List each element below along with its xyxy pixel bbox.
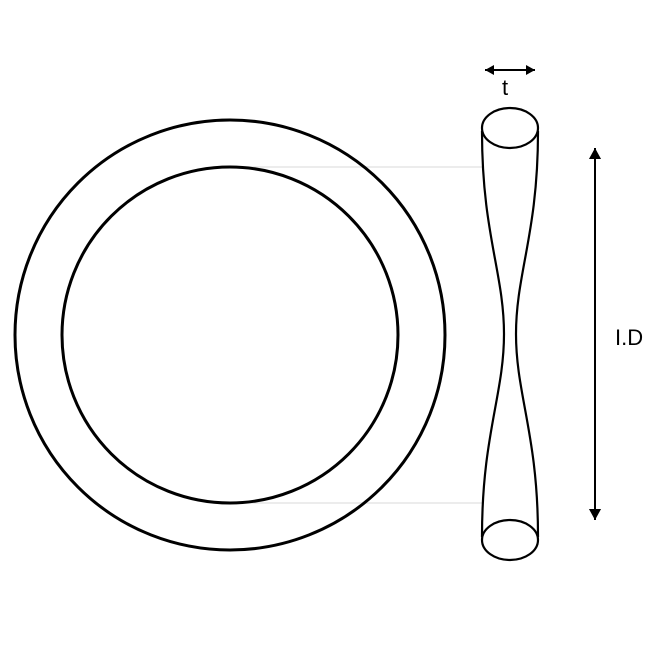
oring-outer-circle — [15, 120, 445, 550]
dim-arrow-thickness-left — [485, 65, 494, 75]
dim-arrow-id-bottom — [589, 509, 601, 520]
oring-inner-circle — [62, 167, 398, 503]
oring-diagram: t I.D — [0, 0, 670, 670]
oring-side-cap-bottom — [482, 520, 538, 560]
dim-label-thickness: t — [502, 75, 508, 100]
dim-arrow-id-top — [589, 148, 601, 159]
dim-arrow-thickness-right — [526, 65, 535, 75]
oring-side-cap-top — [482, 108, 538, 148]
dim-label-id: I.D — [615, 325, 643, 350]
oring-side-body — [482, 132, 538, 536]
